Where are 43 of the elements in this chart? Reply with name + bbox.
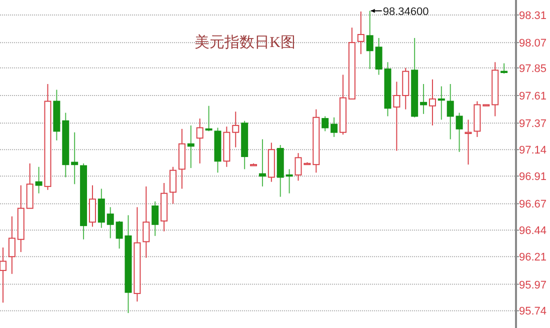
y-tick-label: 96.21 xyxy=(519,252,547,264)
candlestick xyxy=(170,166,176,204)
y-tick-label: 97.85 xyxy=(519,62,547,75)
y-tick-label: 95.97 xyxy=(519,279,547,292)
candlestick xyxy=(322,116,329,132)
y-tick-label: 96.91 xyxy=(519,171,547,184)
candlestick xyxy=(152,200,159,236)
candlestick xyxy=(286,168,293,194)
candlestick xyxy=(98,188,105,228)
y-tick-label: 98.31 xyxy=(519,10,547,22)
annotation: 98.34600 xyxy=(382,6,429,18)
candlestick xyxy=(71,132,78,185)
candlestick xyxy=(456,112,463,152)
y-tick-label: 95.74 xyxy=(519,306,547,318)
candlestick xyxy=(0,246,6,304)
candlestick xyxy=(428,78,436,126)
candlestick xyxy=(446,84,454,140)
candlestick xyxy=(393,81,400,152)
candlestick xyxy=(258,138,266,187)
y-tick-label: 98.07 xyxy=(519,38,547,50)
candlestick xyxy=(205,105,212,132)
candlestick xyxy=(8,216,16,274)
y-tick-label: 97.37 xyxy=(519,118,547,130)
text: 美元指数日K图 xyxy=(194,34,296,51)
candlestick xyxy=(196,118,204,164)
candlestick xyxy=(464,119,472,166)
candlestick xyxy=(35,166,42,194)
candlestick xyxy=(106,206,114,239)
y-tick-label: 97.14 xyxy=(519,144,547,157)
candlestick xyxy=(116,220,123,250)
candlestick xyxy=(500,62,508,74)
candlestick xyxy=(438,86,445,120)
candlestick xyxy=(232,111,240,148)
candlestick xyxy=(366,10,374,70)
y-tick-label: 96.44 xyxy=(519,225,547,238)
candlestick xyxy=(142,186,150,258)
candlestick xyxy=(330,116,338,138)
candlestick xyxy=(420,84,428,114)
candlestick xyxy=(187,124,194,169)
y-tick-label: 97.61 xyxy=(519,90,547,103)
candlestick xyxy=(357,11,364,55)
y-tick-label: 96.67 xyxy=(519,198,547,211)
candlestick xyxy=(88,184,96,228)
